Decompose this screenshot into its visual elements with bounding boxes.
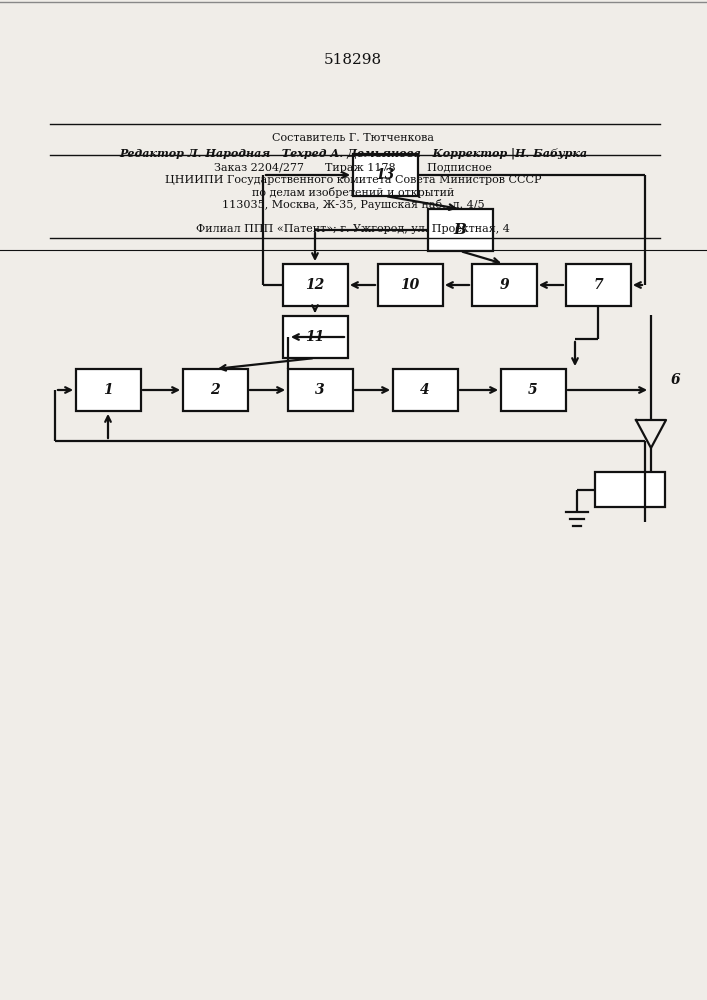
Text: 4: 4	[420, 383, 430, 397]
Text: 9: 9	[499, 278, 509, 292]
Text: Заказ 2204/277      Тираж 1178         Подписное: Заказ 2204/277 Тираж 1178 Подписное	[214, 163, 492, 173]
Bar	[76, 369, 141, 411]
Text: Редактор Л. Народная   Техред А. Демьянова   Корректор |Н. Бабурка: Редактор Л. Народная Техред А. Демьянова…	[119, 147, 587, 159]
Text: 1: 1	[103, 383, 113, 397]
Bar	[501, 369, 566, 411]
Bar	[353, 154, 418, 196]
Bar	[288, 369, 353, 411]
Text: по делам изобретений и открытий: по делам изобретений и открытий	[252, 186, 454, 198]
Text: B: B	[454, 223, 467, 237]
Bar	[392, 369, 457, 411]
Text: 3: 3	[315, 383, 325, 397]
Bar	[472, 264, 537, 306]
Bar	[595, 472, 665, 507]
Text: 10: 10	[400, 278, 420, 292]
Bar	[182, 369, 247, 411]
Text: 6: 6	[671, 373, 681, 387]
Text: 11: 11	[305, 330, 325, 344]
Text: 12: 12	[305, 278, 325, 292]
Text: 13: 13	[375, 168, 395, 182]
Bar	[378, 264, 443, 306]
Bar	[428, 209, 493, 251]
Text: 518298: 518298	[324, 53, 382, 67]
Text: 113035, Москва, Ж-35, Раушская наб., д. 4/5: 113035, Москва, Ж-35, Раушская наб., д. …	[222, 198, 484, 210]
Bar	[283, 264, 348, 306]
Bar	[283, 316, 348, 358]
Text: 5: 5	[528, 383, 538, 397]
Text: 7: 7	[593, 278, 603, 292]
Text: ЦНИИПИ Государственного комитета Совета Министров СССР: ЦНИИПИ Государственного комитета Совета …	[165, 175, 542, 185]
Text: Филиал ППП «Патент»; г. Ужгород, ул. Проектная, 4: Филиал ППП «Патент»; г. Ужгород, ул. Про…	[196, 224, 510, 234]
Text: 2: 2	[210, 383, 220, 397]
Bar	[566, 264, 631, 306]
Text: Составитель Г. Тютченкова: Составитель Г. Тютченкова	[272, 133, 434, 143]
